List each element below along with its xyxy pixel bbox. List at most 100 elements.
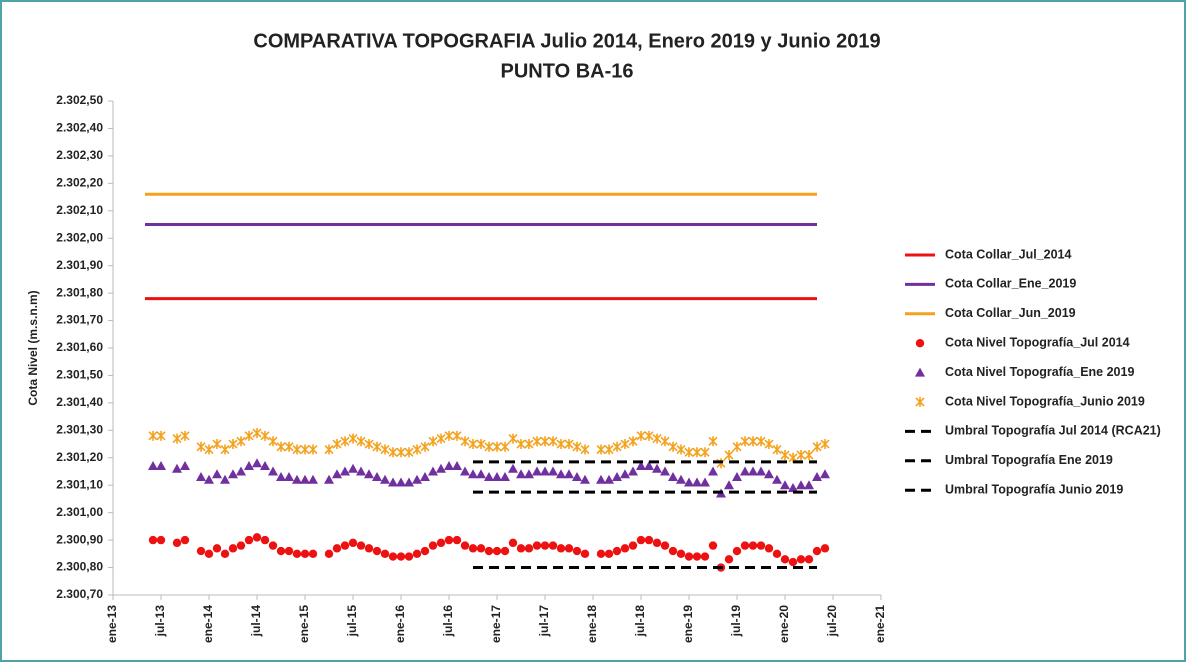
point (196, 441, 206, 452)
point (548, 466, 558, 476)
point (420, 471, 430, 481)
point (244, 535, 254, 545)
point (596, 474, 606, 484)
point (172, 463, 182, 473)
point (460, 541, 470, 550)
point (348, 433, 358, 444)
y-tick-label: 2.301,70 (56, 313, 103, 327)
point (708, 541, 718, 550)
point (500, 471, 510, 481)
point (772, 549, 782, 559)
point (652, 433, 662, 444)
y-tick-label: 2.301,80 (56, 285, 103, 299)
point (332, 439, 342, 450)
point (156, 430, 166, 441)
y-tick-label: 2.302,00 (56, 230, 103, 244)
point (172, 538, 182, 548)
x-tick-label: ene-20 (777, 605, 791, 643)
point (404, 552, 414, 561)
point (340, 541, 350, 550)
point (684, 477, 694, 487)
point (612, 441, 622, 452)
x-tick-label: jul-20 (825, 605, 839, 638)
point (572, 441, 582, 452)
point (380, 444, 390, 455)
chart-subtitle: PUNTO BA-16 (501, 60, 634, 82)
y-tick-label: 2.300,90 (56, 532, 103, 546)
point (404, 477, 414, 487)
legend-label: Cota Collar_Ene_2019 (945, 277, 1076, 291)
point (660, 541, 670, 550)
point (252, 428, 262, 439)
point (748, 466, 758, 476)
x-tick-label: jul-19 (729, 605, 743, 638)
point (292, 549, 302, 559)
legend-marker (915, 367, 925, 377)
point (516, 544, 526, 553)
point (324, 549, 334, 559)
point (332, 469, 342, 479)
point (524, 544, 534, 553)
point (668, 441, 678, 452)
point (388, 477, 398, 487)
point (596, 549, 606, 559)
point (220, 444, 230, 455)
legend-label: Umbral Topografía Junio 2019 (945, 482, 1123, 496)
point (740, 466, 750, 476)
point (172, 433, 182, 444)
point (676, 444, 686, 455)
point (324, 474, 334, 484)
point (636, 430, 646, 441)
legend-label: Umbral Topografía Ene 2019 (945, 453, 1113, 467)
point (300, 444, 310, 455)
point (620, 469, 630, 479)
point (500, 546, 510, 556)
point (252, 533, 262, 542)
x-tick-label: jul-15 (345, 605, 359, 638)
point (764, 469, 774, 479)
point (260, 430, 270, 441)
point (780, 450, 790, 461)
point (788, 482, 798, 492)
x-tick-label: ene-18 (585, 605, 599, 643)
point (516, 439, 526, 450)
point (468, 469, 478, 479)
legend-label: Cota Nivel Topografía_Ene 2019 (945, 365, 1134, 379)
point (260, 535, 270, 545)
point (340, 466, 350, 476)
point (804, 450, 814, 461)
point (756, 541, 766, 550)
point (604, 549, 614, 559)
point (492, 471, 502, 481)
point (612, 471, 622, 481)
point (724, 555, 734, 564)
point (420, 441, 430, 452)
point (764, 439, 774, 450)
point (668, 546, 678, 556)
point (396, 447, 406, 458)
point (604, 474, 614, 484)
point (700, 552, 710, 561)
point (180, 461, 190, 471)
point (692, 552, 702, 561)
y-tick-label: 2.301,60 (56, 340, 103, 354)
point (612, 546, 622, 556)
point (620, 439, 630, 450)
x-tick-label: ene-16 (393, 605, 407, 643)
point (468, 544, 478, 553)
point (628, 466, 638, 476)
point (660, 466, 670, 476)
point (780, 480, 790, 490)
x-tick-label: ene-19 (681, 605, 695, 643)
point (460, 466, 470, 476)
point (548, 541, 558, 550)
point (556, 469, 566, 479)
x-tick-label: ene-14 (201, 605, 215, 643)
x-tick-label: jul-13 (153, 605, 167, 638)
point (236, 466, 246, 476)
point (324, 444, 334, 455)
legend-label: Cota Collar_Jul_2014 (945, 247, 1071, 261)
point (508, 463, 518, 473)
point (292, 474, 302, 484)
point (484, 441, 494, 452)
